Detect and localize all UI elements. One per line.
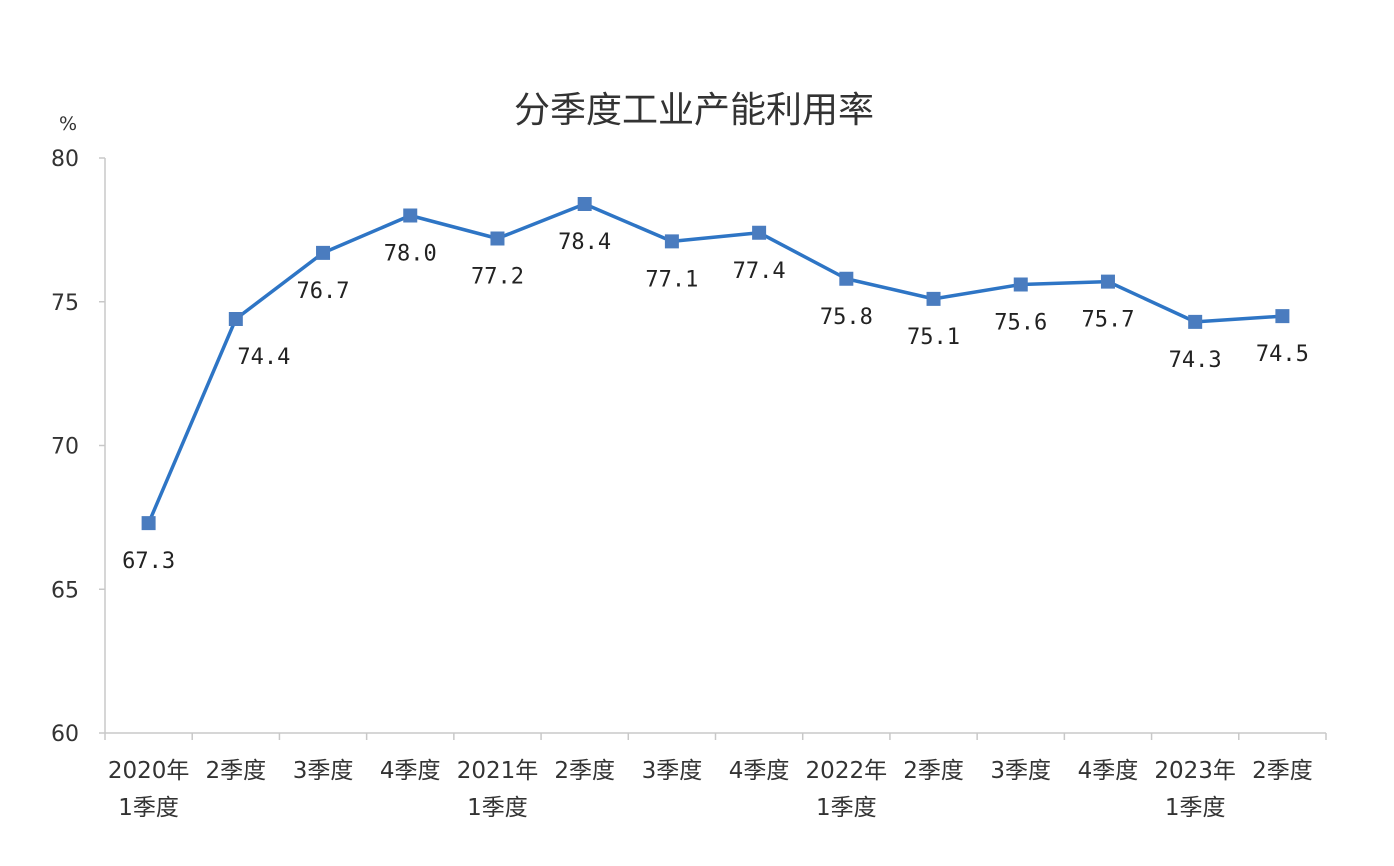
chart-title: 分季度工业产能利用率 <box>514 90 874 131</box>
data-point-label: 75.8 <box>820 305 873 330</box>
y-axis-ticks: 60 65 70 75 80 <box>51 147 105 747</box>
axes <box>104 158 1326 734</box>
x-tick-label: 2季度 <box>903 758 964 784</box>
y-tick-label: 60 <box>51 722 79 747</box>
data-point-marker <box>664 234 679 249</box>
data-point-label: 74.3 <box>1169 348 1222 373</box>
data-point-label: 75.6 <box>994 311 1047 336</box>
series-polyline <box>146 202 1283 524</box>
y-tick-label: 65 <box>51 578 79 603</box>
x-tick-label: 4季度 <box>729 758 790 784</box>
series-line <box>146 202 1283 524</box>
y-axis-unit: % <box>59 113 77 135</box>
data-point-marker <box>141 516 156 531</box>
data-point-label: 74.4 <box>237 345 290 370</box>
x-tick-label: 4季度 <box>380 758 441 784</box>
data-point-label: 77.2 <box>471 265 524 290</box>
x-tick-label: 3季度 <box>642 758 703 784</box>
x-tick-label: 2季度 <box>206 758 267 784</box>
x-tick-label: 2022年 <box>806 758 888 784</box>
data-point-label: 78.4 <box>558 230 611 255</box>
y-tick-label: 80 <box>51 147 79 172</box>
data-point-marker <box>1013 277 1028 292</box>
x-tick-label: 1季度 <box>816 795 877 821</box>
data-point-label: 78.0 <box>384 242 437 267</box>
x-tick-label: 1季度 <box>118 795 179 821</box>
data-point-label: 75.7 <box>1081 308 1134 333</box>
data-point-label: 74.5 <box>1256 342 1309 367</box>
x-tick-label: 3季度 <box>990 758 1051 784</box>
data-point-marker <box>1188 314 1203 329</box>
data-point-label: 67.3 <box>122 549 175 574</box>
data-labels: 67.3 74.4 76.7 78.0 77.2 78.4 77.1 77.4 75.8 75.1… <box>122 230 1309 574</box>
x-tick-label: 4季度 <box>1078 758 1139 784</box>
x-tick-label: 3季度 <box>293 758 354 784</box>
series-markers <box>141 197 1290 531</box>
data-point-marker <box>316 245 331 260</box>
x-tick-label: 2021年 <box>457 758 539 784</box>
data-point-marker <box>1100 274 1115 289</box>
x-tick-label: 1季度 <box>467 795 528 821</box>
y-tick-label: 70 <box>51 435 79 460</box>
x-tick-label: 1季度 <box>1165 795 1226 821</box>
x-tick-label: 2季度 <box>554 758 615 784</box>
data-point-marker <box>752 225 767 240</box>
data-point-label: 75.1 <box>907 325 960 350</box>
data-point-marker <box>839 271 854 286</box>
data-point-label: 76.7 <box>297 279 350 304</box>
data-point-marker <box>490 231 505 246</box>
data-point-marker <box>577 197 592 211</box>
x-tick-label: 2020年 <box>108 758 190 784</box>
data-point-label: 77.4 <box>733 259 786 284</box>
x-tick-label: 2季度 <box>1252 758 1313 784</box>
data-point-marker <box>228 312 243 326</box>
y-tick-label: 75 <box>51 291 79 316</box>
x-axis-ticks: 2020年 1季度 2季度 3季度 4季度 2021年 1季度 2季度 3季度 4季度 2022年 1… <box>104 733 1327 821</box>
data-point-label: 77.1 <box>645 267 698 292</box>
data-point-marker <box>403 208 418 223</box>
data-point-marker <box>1275 309 1290 324</box>
data-point-marker <box>926 291 941 306</box>
x-tick-label: 2023年 <box>1154 758 1236 784</box>
